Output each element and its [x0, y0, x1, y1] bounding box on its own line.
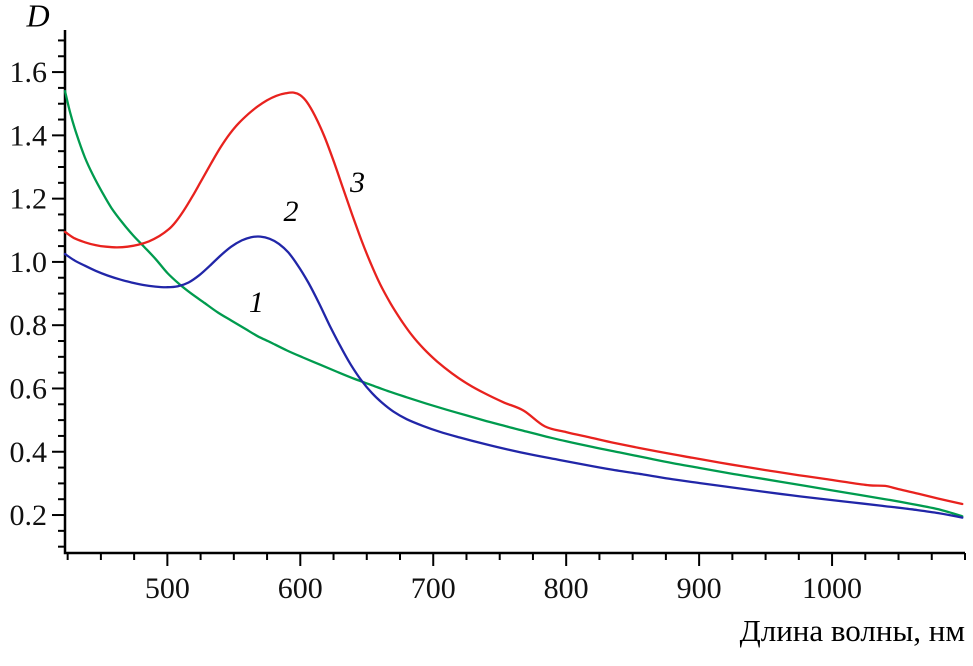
- axes: [63, 30, 965, 555]
- y-tick-label-1.2: 1.2: [10, 183, 48, 216]
- y-tick-label-1.0: 1.0: [10, 246, 48, 279]
- x-tick-label-1000: 1000: [802, 572, 862, 605]
- x-axis-title: Длина волны, нм: [739, 613, 965, 648]
- y-tick-label-1.4: 1.4: [10, 119, 48, 152]
- x-tick-label-500: 500: [145, 572, 190, 605]
- x-tick-label-900: 900: [677, 572, 722, 605]
- y-tick-label-0.4: 0.4: [10, 436, 48, 469]
- y-tick-label-1.6: 1.6: [10, 56, 48, 89]
- y-tick-label-0.2: 0.2: [10, 499, 48, 532]
- x-tick-label-700: 700: [411, 572, 456, 605]
- curve-label-3: 3: [349, 165, 365, 199]
- curve-3: [63, 91, 964, 506]
- x-tick-label-800: 800: [544, 572, 589, 605]
- curve-1: [63, 89, 964, 518]
- y-tick-label-0.8: 0.8: [10, 309, 48, 342]
- y-axis-title: D: [26, 0, 50, 34]
- x-tick-label-600: 600: [278, 572, 323, 605]
- y-tick-label-0.6: 0.6: [10, 372, 48, 405]
- curve-label-2: 2: [283, 194, 299, 228]
- curve-2: [63, 235, 964, 519]
- curve-label-1: 1: [248, 286, 264, 320]
